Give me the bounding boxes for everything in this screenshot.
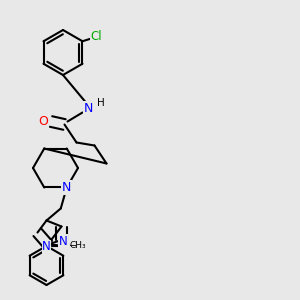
- Text: N: N: [84, 101, 93, 115]
- Text: N: N: [42, 240, 51, 254]
- Text: −: −: [69, 241, 77, 251]
- Text: CH₃: CH₃: [69, 241, 85, 250]
- Text: N: N: [62, 181, 71, 194]
- Text: N: N: [58, 235, 68, 248]
- Text: H: H: [98, 98, 105, 109]
- Text: O: O: [39, 115, 48, 128]
- Text: Cl: Cl: [90, 30, 102, 43]
